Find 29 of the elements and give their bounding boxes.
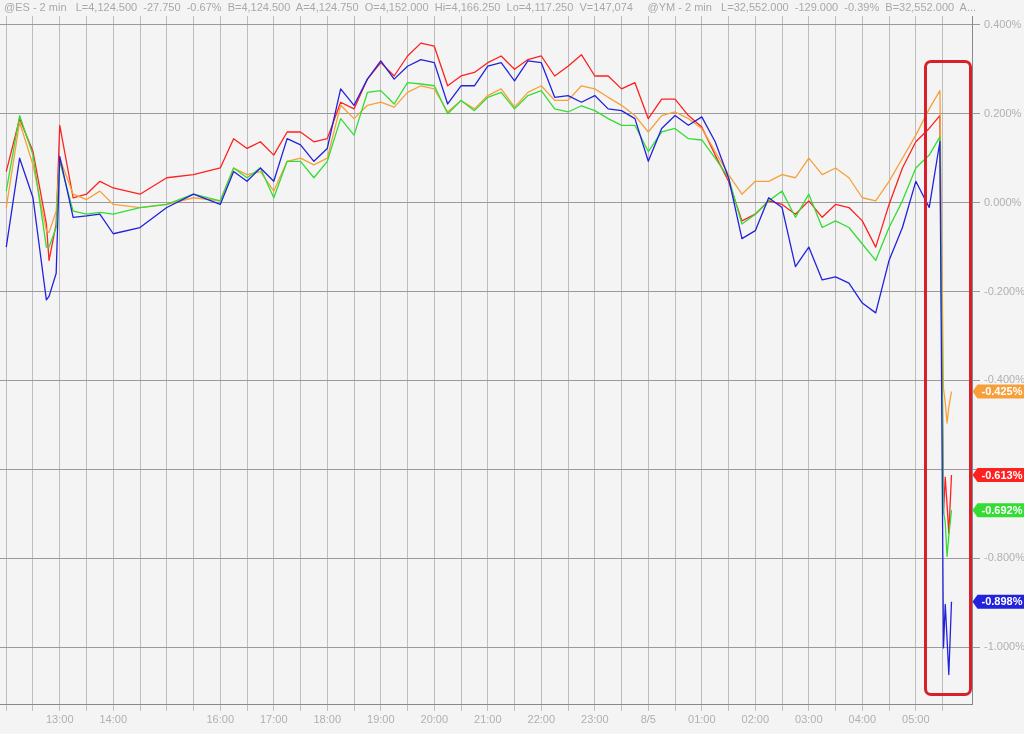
x-tick-label: 8/5 [640, 713, 656, 726]
x-tick-label: 01:00 [688, 713, 716, 726]
annotation: -0.692% [981, 503, 1023, 516]
x-tick-label: 18:00 [313, 713, 342, 726]
y-tick-label: -0.400% [984, 373, 1024, 386]
y-tick-label: 0.400% [984, 17, 1022, 30]
x-tick-label: 21:00 [474, 713, 502, 726]
x-tick-label: 13:00 [45, 713, 74, 726]
x-tick-label: 23:00 [581, 713, 609, 726]
x-tick-label: 14:00 [99, 713, 128, 726]
x-tick-label: 04:00 [848, 713, 877, 726]
x-tick-label: 17:00 [260, 713, 288, 726]
y-tick-label: 0.200% [984, 106, 1022, 119]
annotation: -0.898% [981, 595, 1023, 608]
y-tick-label: -0.200% [984, 284, 1024, 297]
x-tick-label: 20:00 [420, 713, 449, 726]
x-tick-label: 05:00 [902, 713, 930, 726]
text: @YM - 2 min L=32,552.000 -129.000 -0.39% B=32,552.000 A... [647, 1, 977, 14]
y-tick-label: -1.000% [984, 640, 1024, 653]
annotation: -0.425% [981, 385, 1023, 398]
annotation: -0.613% [981, 468, 1023, 481]
x-tick-label: 03:00 [795, 713, 823, 726]
x-tick-label: 19:00 [367, 713, 395, 726]
x-tick-label: 02:00 [741, 713, 770, 726]
x-tick-label: 22:00 [527, 713, 556, 726]
y-tick-label: 0.000% [984, 195, 1022, 208]
x-tick-label: 16:00 [206, 713, 235, 726]
y-tick-label: -0.800% [984, 551, 1024, 564]
text: @ES - 2 min L=4,124.500 -27.750 -0.67% B=4,124.500 A=4,124.750 O=4,152.000 Hi=4,166.250 Lo=4,117.250 V=147,074 [4, 1, 633, 14]
